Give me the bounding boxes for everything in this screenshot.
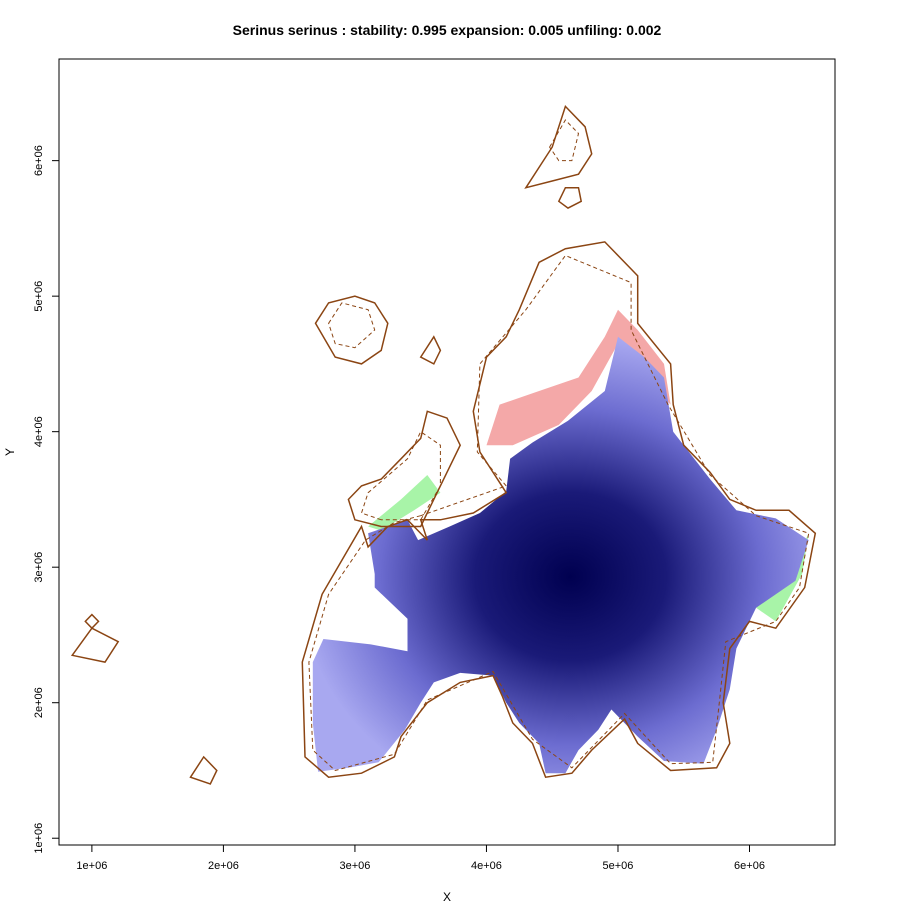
solid-outline — [347, 410, 462, 528]
y-tick-label: 2e+06 — [33, 687, 45, 718]
y-tick-label: 5e+06 — [33, 281, 45, 312]
x-axis: 1e+06 2e+06 3e+06 4e+06 5e+06 6e+06 — [76, 844, 765, 872]
solid-outline — [557, 186, 583, 209]
solid-outline — [189, 755, 218, 785]
solid-outline — [84, 613, 100, 630]
solid-outline — [70, 627, 120, 663]
dashed-outline — [308, 254, 810, 772]
y-tick-label: 3e+06 — [33, 552, 45, 583]
y-axis-label: Y — [3, 448, 17, 456]
solid-outline — [524, 104, 593, 189]
y-tick-label: 4e+06 — [33, 416, 45, 447]
x-tick-label: 2e+06 — [208, 860, 239, 872]
plot-area — [70, 104, 817, 785]
x-tick-label: 6e+06 — [734, 860, 765, 872]
stability-region — [312, 336, 809, 774]
plot-frame — [58, 58, 836, 846]
chart-title: Serinus serinus : stability: 0.995 expan… — [233, 22, 662, 38]
y-tick-label: 1e+06 — [33, 823, 45, 854]
x-tick-label: 4e+06 — [471, 860, 502, 872]
solid-outline — [314, 295, 389, 365]
y-tick-label: 6e+06 — [33, 145, 45, 176]
dashed-outline — [549, 119, 580, 162]
unfilling-region — [368, 475, 441, 531]
solid-outline — [419, 335, 442, 365]
x-axis-label: X — [443, 890, 451, 904]
dashed-outline — [328, 302, 376, 349]
x-tick-label: 5e+06 — [603, 860, 634, 872]
x-tick-label: 1e+06 — [76, 860, 107, 872]
solid-outline — [301, 241, 817, 779]
x-tick-label: 3e+06 — [339, 860, 370, 872]
y-axis: 1e+06 2e+06 3e+06 4e+06 5e+06 6e+06 — [33, 145, 60, 854]
